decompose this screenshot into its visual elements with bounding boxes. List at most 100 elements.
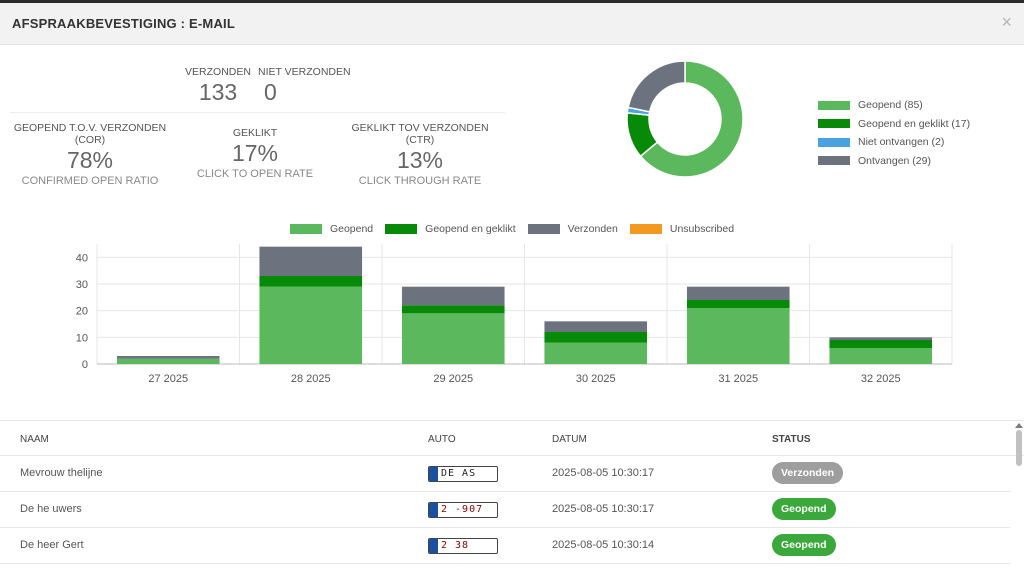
plate-text: DE AS xyxy=(441,468,477,479)
legend-swatch xyxy=(818,137,850,147)
bar-segment-geopend[interactable] xyxy=(686,308,790,364)
bar-segment-verzonden[interactable] xyxy=(686,286,790,300)
status-badge: Verzonden xyxy=(772,462,844,484)
stat-cor-label: GEOPEND T.O.V. VERZONDEN xyxy=(13,122,167,134)
bar-segment-verzonden[interactable] xyxy=(259,246,363,276)
legend-swatch xyxy=(818,100,850,110)
bar-segment-geopend[interactable] xyxy=(544,342,648,364)
status-badge: Geopend xyxy=(772,498,836,520)
license-plate: 2 38 xyxy=(428,538,498,554)
legend-label: Niet ontvangen (2) xyxy=(858,136,945,149)
donut-chart xyxy=(626,60,744,178)
bar-legend-item[interactable]: Geopend xyxy=(289,223,374,235)
stat-ctr-sub: CLICK THROUGH RATE xyxy=(358,175,482,187)
bar-segment-geopend-en-geklikt[interactable] xyxy=(829,340,933,348)
y-tick-label: 20 xyxy=(76,306,88,318)
eu-flag-icon xyxy=(429,467,438,481)
close-icon[interactable]: × xyxy=(1001,12,1012,32)
donut-legend-item[interactable]: Ontvangen (29) xyxy=(818,152,970,171)
stat-not-sent-value: 0 xyxy=(264,79,277,105)
donut-slice-0[interactable] xyxy=(639,60,744,178)
row-name: De heer Gert xyxy=(20,539,84,551)
y-tick-label: 30 xyxy=(76,279,88,291)
stat-sent-label: VERZONDEN xyxy=(185,66,251,78)
stat-sent-value: 133 xyxy=(198,79,238,105)
row-name: Mevrouw thelijne xyxy=(20,467,103,479)
window-top-strip xyxy=(0,0,1024,3)
bar-segment-verzonden[interactable] xyxy=(544,321,648,332)
eu-flag-icon xyxy=(429,503,438,517)
license-plate: DE AS xyxy=(428,466,498,482)
modal-title: AFSPRAAKBEVESTIGING : E-MAIL xyxy=(12,16,235,31)
x-tick-label: 27 2025 xyxy=(148,373,188,385)
stats-divider xyxy=(10,112,505,113)
row-date: 2025-08-05 10:30:17 xyxy=(552,503,655,515)
bar-legend-item[interactable]: Unsubscribed xyxy=(629,223,735,235)
col-header-date[interactable]: DATUM xyxy=(552,434,587,445)
x-tick-label: 32 2025 xyxy=(861,373,901,385)
table-row[interactable]: De he uwers 2 -907 2025-08-05 10:30:17 G… xyxy=(0,492,1010,528)
scroll-up-arrow-icon[interactable] xyxy=(1015,422,1023,428)
bar-segment-geopend-en-geklikt[interactable] xyxy=(259,276,363,287)
y-tick-label: 40 xyxy=(76,252,88,264)
legend-label: Unsubscribed xyxy=(669,223,735,235)
legend-label: Geopend en geklikt xyxy=(425,223,516,235)
legend-swatch xyxy=(385,224,418,234)
bar-segment-geopend-en-geklikt[interactable] xyxy=(686,300,790,308)
col-header-status[interactable]: STATUS xyxy=(772,434,811,445)
legend-label: Ontvangen (29) xyxy=(858,154,931,167)
bar-segment-geopend-en-geklikt[interactable] xyxy=(544,332,648,343)
col-header-car[interactable]: AUTO xyxy=(428,434,456,445)
legend-label: Geopend en geklikt (17) xyxy=(858,117,971,130)
bar-segment-geopend-en-geklikt[interactable] xyxy=(401,305,505,314)
table-row[interactable]: De heer Gert 2 38 2025-08-05 10:30:14 Ge… xyxy=(0,528,1010,564)
stat-cor: GEOPEND T.O.V. VERZONDEN (COR) 78% CONFI… xyxy=(10,122,170,188)
stat-clicked: GEKLIKT 17% CLICK TO OPEN RATE xyxy=(190,127,320,181)
bar-legend-item[interactable]: Verzonden xyxy=(527,223,618,235)
x-tick-label: 31 2025 xyxy=(718,373,758,385)
bar-legend-item[interactable]: Geopend en geklikt xyxy=(385,223,516,235)
stat-sent: VERZONDEN 133 xyxy=(180,66,256,106)
legend-swatch xyxy=(629,224,662,234)
donut-slice-3[interactable] xyxy=(627,60,686,113)
row-date: 2025-08-05 10:30:14 xyxy=(552,539,655,551)
stat-cor-sub: CONFIRMED OPEN RATIO xyxy=(21,175,159,187)
bar-segment-verzonden[interactable] xyxy=(829,337,933,340)
legend-swatch xyxy=(818,156,850,166)
bar-segment-geopend[interactable] xyxy=(829,348,933,364)
legend-swatch xyxy=(527,224,560,234)
donut-legend: Geopend (85) Geopend en geklikt (17) Niet … xyxy=(818,96,970,170)
bar-segment-geopend[interactable] xyxy=(401,313,505,364)
donut-legend-item[interactable]: Geopend (85) xyxy=(818,96,970,115)
bar-legend: Geopend Geopend en geklikt Verzonden Unsubs… xyxy=(0,223,1024,235)
modal-header: AFSPRAAKBEVESTIGING : E-MAIL × xyxy=(0,3,1024,45)
y-tick-label: 0 xyxy=(82,359,88,371)
eu-flag-icon xyxy=(429,539,438,553)
donut-legend-item[interactable]: Niet ontvangen (2) xyxy=(818,133,970,152)
plate-text: 2 -907 xyxy=(441,504,484,515)
plate-text: 2 38 xyxy=(441,540,470,551)
col-header-name[interactable]: NAAM xyxy=(20,434,49,445)
stat-not-sent: NIET VERZONDEN 0 xyxy=(258,66,358,106)
license-plate: 2 -907 xyxy=(428,502,498,518)
stat-cor-value: 78% xyxy=(66,147,114,173)
scrollbar-thumb[interactable] xyxy=(1016,430,1022,466)
bar-segment-geopend[interactable] xyxy=(116,358,220,364)
stat-ctr-value: 13% xyxy=(396,147,444,173)
x-tick-label: 29 2025 xyxy=(433,373,473,385)
legend-swatch xyxy=(818,119,850,129)
bar-segment-geopend[interactable] xyxy=(259,286,363,364)
table-row[interactable]: Mevrouw thelijne DE AS 2025-08-05 10:30:… xyxy=(0,456,1010,492)
stat-clicked-label: GEKLIKT xyxy=(232,127,278,139)
row-name: De he uwers xyxy=(20,503,82,515)
stat-not-sent-label: NIET VERZONDEN xyxy=(258,66,351,78)
donut-legend-item[interactable]: Geopend en geklikt (17) xyxy=(818,115,970,134)
stat-ctr: GEKLIKT TOV VERZONDEN (CTR) 13% CLICK TH… xyxy=(345,122,495,188)
bar-segment-verzonden[interactable] xyxy=(116,356,220,359)
status-badge: Geopend xyxy=(772,534,836,556)
x-tick-label: 30 2025 xyxy=(576,373,616,385)
bar-segment-verzonden[interactable] xyxy=(401,286,505,306)
legend-label: Geopend xyxy=(329,223,374,235)
table-header: NAAM AUTO DATUM STATUS xyxy=(0,420,1024,456)
stat-ctr-label: GEKLIKT TOV VERZONDEN xyxy=(351,122,489,134)
